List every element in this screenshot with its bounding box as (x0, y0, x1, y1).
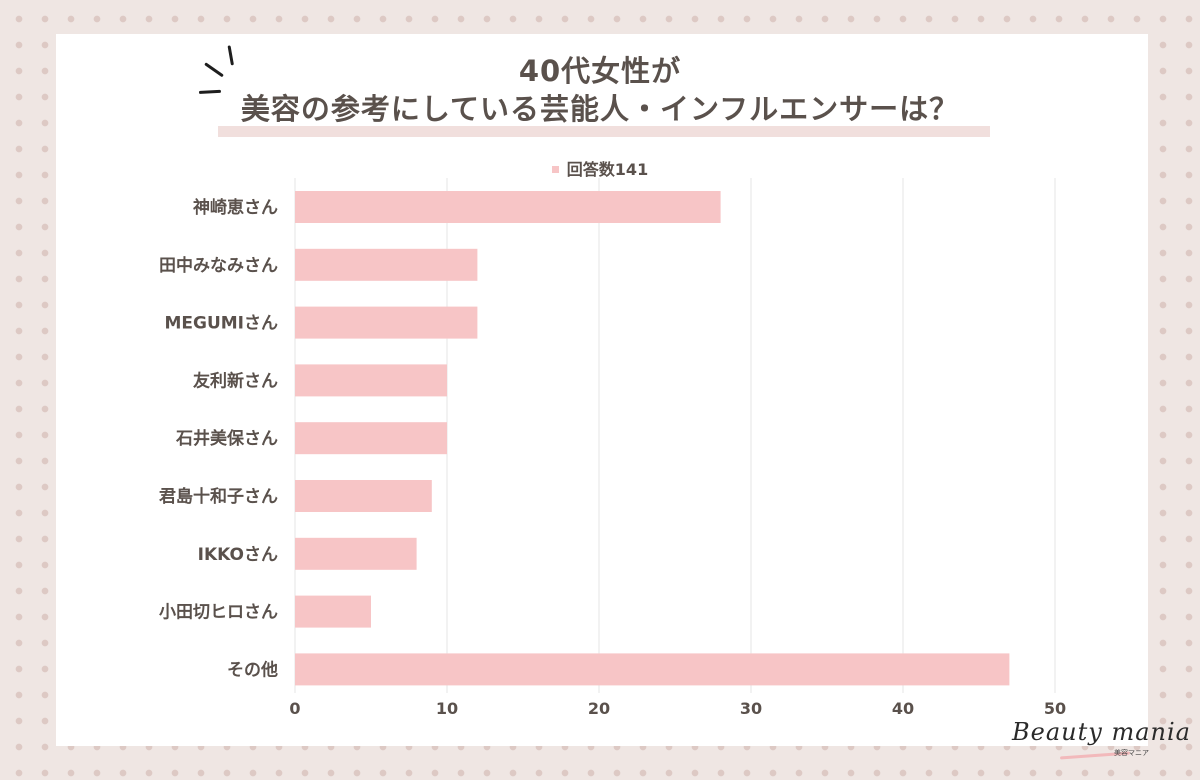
chart-card (56, 34, 1148, 746)
title-highlight (218, 126, 990, 137)
category-label: 神崎恵さん (193, 197, 278, 218)
chart-title-line1: 40代女性が (518, 54, 682, 88)
category-label: 田中みなみさん (159, 255, 278, 276)
brand-logo: Beauty mania 美容マニア (1010, 718, 1190, 768)
legend: 回答数141 (0, 156, 1200, 180)
x-tick-label: 40 (892, 699, 914, 718)
x-tick-label: 50 (1044, 699, 1066, 718)
bar (295, 364, 447, 397)
category-label: 石井美保さん (175, 428, 278, 449)
category-label: 小田切ヒロさん (159, 603, 278, 623)
logo-subtext: 美容マニア (1114, 749, 1149, 757)
bar (295, 248, 478, 281)
category-label: IKKOさん (198, 545, 278, 565)
x-tick-label: 10 (436, 699, 458, 718)
bar (295, 191, 721, 223)
x-tick-label: 30 (740, 699, 762, 718)
bar (295, 306, 478, 339)
chart-title-line2: 美容の参考にしている芸能人・インフルエンサーは？ (240, 92, 960, 126)
legend-label: 回答数141 (566, 160, 649, 179)
bar (295, 480, 432, 512)
category-label: 友利新さん (193, 370, 278, 391)
x-tick-label: 0 (289, 699, 300, 718)
category-label: MEGUMIさん (164, 314, 278, 334)
bar (295, 595, 371, 628)
category-label: その他 (227, 659, 278, 680)
legend-swatch (551, 166, 559, 173)
category-label: 君島十和子さん (159, 486, 278, 507)
logo-text: Beauty mania (1012, 718, 1191, 746)
bar (295, 653, 1010, 686)
bar (295, 537, 417, 570)
bar (295, 422, 447, 455)
x-tick-label: 20 (588, 699, 610, 718)
